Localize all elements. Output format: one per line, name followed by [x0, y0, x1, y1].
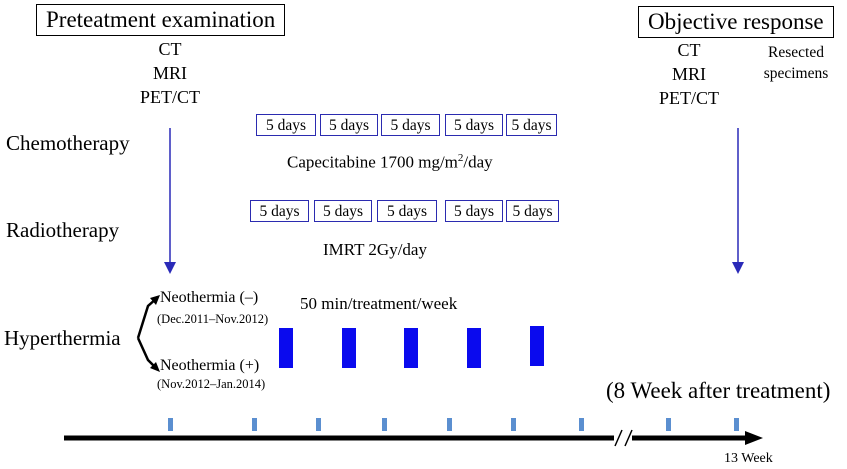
hyperthermia-session-2: [342, 328, 356, 368]
hyperthermia-session-4: [467, 328, 481, 368]
timeline-tick-8: [666, 418, 671, 431]
chemotherapy-label: Chemotherapy: [6, 131, 130, 155]
capecitabine-dose-text: Capecitabine 1700 mg/m: [287, 152, 458, 172]
neothermia-negative: Neothermia (–): [160, 289, 259, 306]
radio-block-4: 5 days: [445, 200, 503, 222]
timeline-tick-7: [579, 418, 584, 431]
resected-line-2: specimens: [763, 65, 829, 82]
pre-modality-ct: CT: [158, 39, 182, 59]
radio-block-1: 5 days: [250, 200, 309, 222]
timeline-tick-2: [252, 418, 257, 431]
pretreatment-header: Preteatment examination: [36, 4, 286, 36]
radio-block-5: 5 days: [506, 200, 559, 222]
branch-arrow-up-head: [150, 295, 160, 305]
branch-arrow-down-head: [150, 362, 160, 372]
hyperthermia-label: Hyperthermia: [4, 326, 121, 350]
imrt-regimen: IMRT 2Gy/day: [323, 240, 427, 259]
hyperthermia-session-1: [279, 328, 293, 368]
timeline-break-line-1: [614, 429, 623, 447]
post-modality-petct: PET/CT: [658, 88, 719, 108]
timeline-tick-1: [168, 418, 173, 431]
neothermia-positive-dates: (Nov.2012–Jan.2014): [157, 377, 266, 391]
hyperthermia-session-5: [530, 326, 544, 366]
post-modality-mri: MRI: [671, 64, 706, 84]
pre-modality-petct: PET/CT: [139, 87, 200, 107]
pre-modality-mri: MRI: [152, 63, 187, 83]
capecitabine-dose-exponent: 2: [457, 152, 464, 164]
post-modality-ct: CT: [677, 40, 701, 60]
post-modality-list: CT MRI PET/CT: [643, 38, 735, 110]
radio-block-2: 5 days: [314, 200, 372, 222]
timeline-end-label: 13 Week: [724, 451, 773, 466]
timeline-tick-5: [447, 418, 452, 431]
neothermia-negative-dates: (Dec.2011–Nov.2012): [157, 312, 269, 326]
timeline-break-line-2: [624, 429, 633, 447]
post-treatment-note: (8 Week after treatment): [606, 378, 831, 403]
branch-arrow-up: [136, 297, 158, 339]
hyperthermia-schedule: 50 min/treatment/week: [300, 294, 458, 313]
timeline-break: [614, 429, 632, 447]
timeline-tick-3: [316, 418, 321, 431]
chemo-block-4: 5 days: [445, 114, 503, 136]
chemo-block-2: 5 days: [320, 114, 378, 136]
neothermia-positive: Neothermia (+): [160, 357, 260, 374]
timeline-arrowhead: [745, 431, 763, 445]
timeline-tick-4: [382, 418, 387, 431]
capecitabine-dose-unit: /day: [463, 152, 493, 172]
chemo-block-3: 5 days: [381, 114, 440, 136]
timeline-tick-9: [734, 418, 739, 431]
resected-line-1: Resected: [768, 44, 824, 61]
pre-modality-list: CT MRI PET/CT: [124, 37, 216, 109]
resected-specimens: Resected specimens: [748, 42, 844, 84]
objective-response-header: Objective response: [638, 6, 834, 38]
timeline-tick-6: [511, 418, 516, 431]
capecitabine-dose: Capecitabine 1700 mg/m2/day: [287, 152, 493, 173]
radiotherapy-label: Radiotherapy: [6, 218, 120, 242]
chemo-block-5: 5 days: [506, 114, 557, 136]
radio-block-3: 5 days: [377, 200, 437, 222]
chemo-block-1: 5 days: [256, 114, 316, 136]
hyperthermia-session-3: [404, 328, 418, 368]
